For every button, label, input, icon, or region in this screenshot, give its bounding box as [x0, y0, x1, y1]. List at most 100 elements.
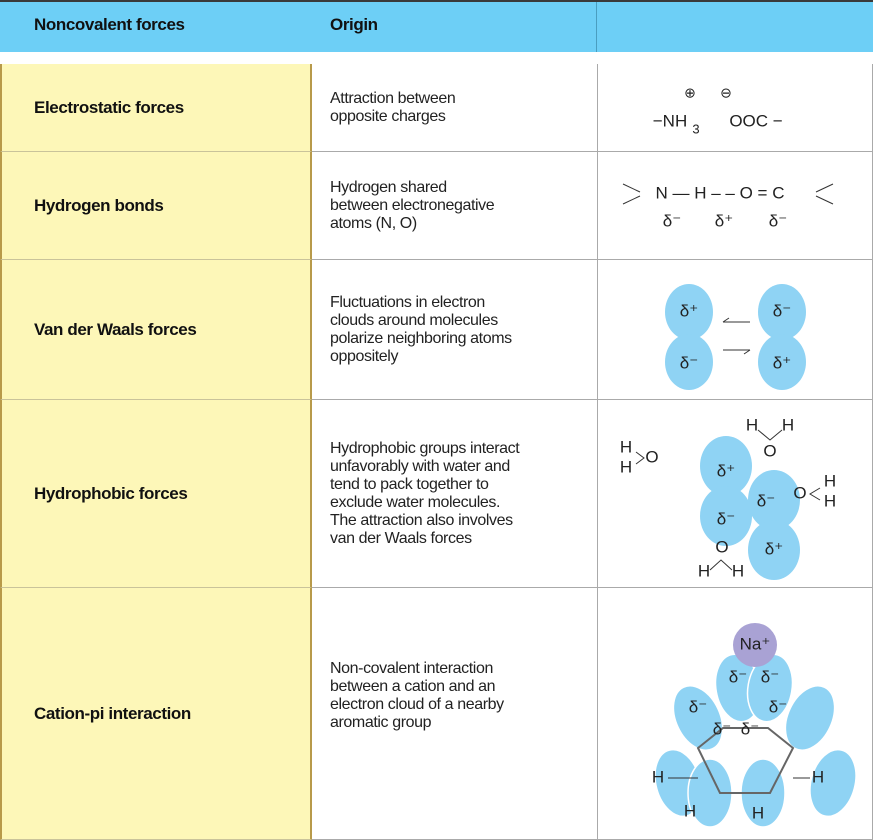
diagram-label: H — [824, 471, 836, 490]
diagram-label: δ⁺ — [773, 353, 791, 372]
origin-line: aromatic group — [330, 714, 432, 731]
cloud — [748, 470, 800, 530]
diagram-label: δ⁻ — [663, 211, 681, 230]
origin-cell — [312, 588, 598, 840]
diagram-label: δ⁻ — [729, 667, 747, 686]
diagram-cell — [598, 260, 873, 400]
diagram-label: δ⁺ — [717, 461, 735, 480]
origin-cell — [312, 152, 598, 260]
bond — [757, 429, 783, 441]
diagram: N — H – – O = C δ⁻ δ⁺ δ⁻ — [622, 183, 834, 230]
diagram-label: δ⁻ — [761, 667, 779, 686]
origin-line: exclude water molecules. — [330, 494, 501, 511]
force-name: Cation-pi interaction — [34, 704, 191, 723]
bond — [809, 487, 821, 501]
header-bar — [0, 0, 873, 52]
diagram-label: H — [782, 415, 794, 434]
diagram-label: H — [732, 561, 744, 580]
diagram-cell — [598, 64, 873, 152]
diagram-label: H — [698, 561, 710, 580]
origin-line: atoms (N, O) — [330, 215, 417, 232]
diagram-label: Na⁺ — [740, 634, 771, 653]
cloud — [665, 334, 713, 390]
origin-line: oppositely — [330, 348, 399, 365]
origin-line: electron cloud of a nearby — [330, 696, 504, 713]
diagram-label: N — H – – O = C — [656, 183, 785, 202]
force-name: Van der Waals forces — [34, 320, 197, 339]
diagram-label: δ⁻ — [689, 697, 707, 716]
cloud — [665, 284, 713, 340]
origin-cell — [312, 64, 598, 152]
origin-line: opposite charges — [330, 108, 446, 125]
diagram-label: H — [812, 767, 824, 786]
diagram-label: H — [752, 803, 764, 822]
diagram-label: O — [763, 441, 776, 460]
cloud — [758, 334, 806, 390]
force-name: Hydrogen bonds — [34, 196, 164, 215]
bond — [622, 195, 641, 205]
diagram-label: δ⁻ — [680, 353, 698, 372]
diagram-label: H — [620, 457, 632, 476]
lobe — [672, 685, 724, 751]
diagram-label: H — [824, 491, 836, 510]
diagram: −NH 3 ⊕ ⊖ OOC − — [653, 85, 783, 137]
cloud — [748, 520, 800, 580]
origin-line: tend to pack together to — [330, 476, 489, 493]
diagram-label: ⊕ — [684, 85, 696, 101]
diagram-label: δ⁻ — [717, 509, 735, 528]
origin-cell — [312, 400, 598, 588]
diagram-cell — [598, 152, 873, 260]
origin-line: Attraction between — [330, 90, 456, 107]
diagram-label: δ⁺ — [765, 539, 783, 558]
lobe — [746, 653, 794, 723]
diagram-label: δ⁺ — [680, 301, 698, 320]
force-cell — [0, 588, 312, 840]
diagram-label: δ⁻ — [757, 491, 775, 510]
cloud — [700, 486, 752, 546]
lobe — [784, 685, 836, 751]
diagram-label: O — [793, 483, 806, 502]
origin-line: Fluctuations in electron — [330, 294, 485, 311]
diagram-label: H — [746, 415, 758, 434]
diagram-label: 3 — [692, 121, 699, 136]
header-divider — [596, 2, 597, 52]
cloud — [758, 284, 806, 340]
origin-cell — [312, 260, 598, 400]
arrow — [723, 349, 751, 355]
diagram-label: H — [684, 801, 696, 820]
diagram-label: H — [620, 437, 632, 456]
diagram-label: δ⁻ — [769, 211, 787, 230]
header-cell: Origin — [330, 15, 378, 34]
force-cell — [0, 64, 312, 152]
diagram: δ⁺ δ⁻ δ⁻ δ⁺ — [665, 284, 806, 390]
ring — [696, 727, 795, 794]
header-cell: Noncovalent forces — [34, 15, 185, 34]
diagram-label: δ⁻ — [773, 301, 791, 320]
diagram-label: OOC − — [729, 111, 782, 130]
origin-line: Non-covalent interaction — [330, 660, 493, 677]
diagram: Na⁺ δ⁻ δ⁻ δ⁻ δ⁻ δ⁻ δ⁻ H H H H — [652, 623, 857, 828]
lobe — [809, 748, 857, 818]
bond — [709, 559, 733, 571]
origin-line: between a cation and an — [330, 678, 496, 695]
origin-line: unfavorably with water and — [330, 458, 510, 475]
force-cell — [0, 260, 312, 400]
diagram-label: δ⁻ — [713, 719, 731, 738]
origin-line: The attraction also involves — [330, 512, 513, 529]
diagram-label: O — [715, 537, 728, 556]
bond — [635, 451, 645, 465]
origin-line: clouds around molecules — [330, 312, 498, 329]
arrow — [722, 317, 750, 323]
bond — [815, 183, 834, 193]
origin-line: polarize neighboring atoms — [330, 330, 512, 347]
force-cell — [0, 152, 312, 260]
cloud — [700, 436, 752, 496]
bond — [622, 183, 641, 193]
origin-line: between electronegative — [330, 197, 495, 214]
diagram-label: O — [645, 447, 658, 466]
origin-line: Hydrogen shared — [330, 179, 447, 196]
cation — [733, 623, 777, 667]
diagram-label: −NH — [653, 111, 687, 130]
